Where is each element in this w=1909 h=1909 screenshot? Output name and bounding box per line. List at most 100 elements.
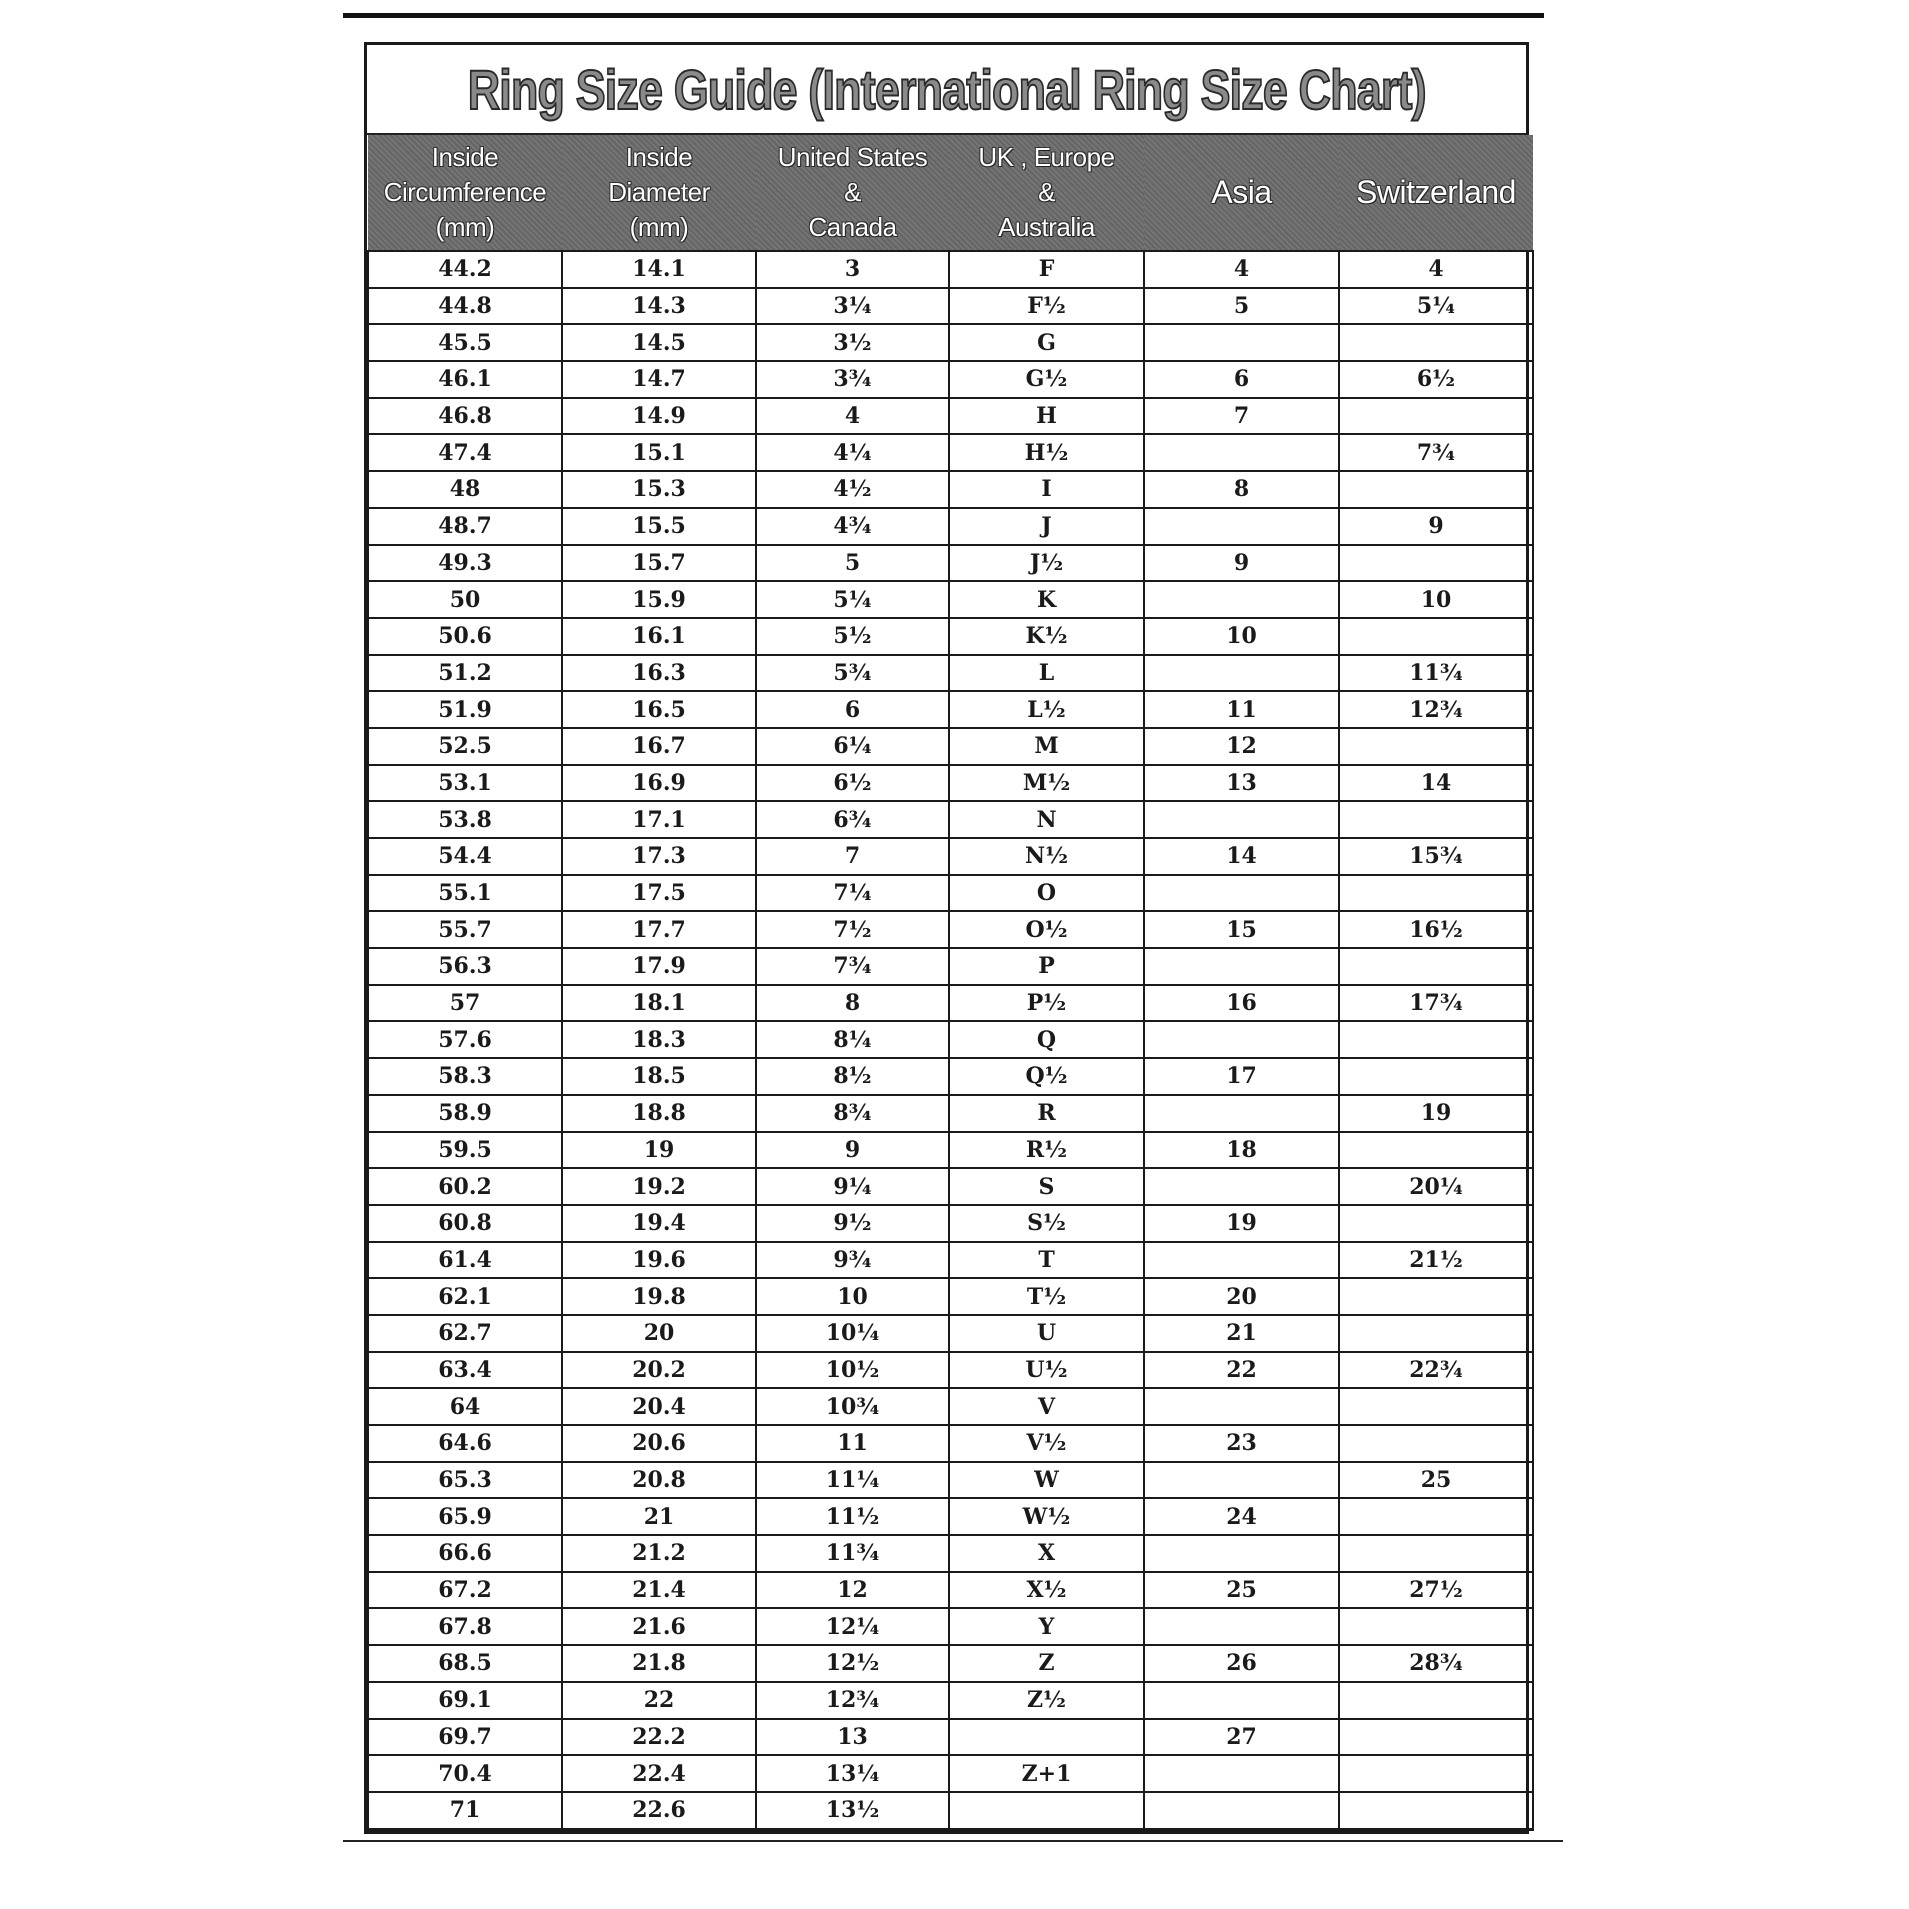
cell-uk-europe-australia: L½ <box>948 690 1145 729</box>
cell-switzerland <box>1338 396 1534 436</box>
cell-diameter: 20.2 <box>561 1350 757 1390</box>
cell-circumference: 48 <box>367 470 563 509</box>
cell-us-canada: 4 <box>755 396 950 436</box>
cell-circumference: 51.2 <box>367 653 563 693</box>
cell-uk-europe-australia: G½ <box>948 360 1145 399</box>
table-row: 57 18.1 8 P½ 16 17¾ <box>367 983 1534 1023</box>
cell-us-canada: 10½ <box>755 1350 950 1390</box>
cell-switzerland: 21½ <box>1338 1240 1534 1280</box>
cell-switzerland: 27½ <box>1338 1570 1534 1610</box>
cell-asia: 16 <box>1143 983 1340 1023</box>
cell-diameter: 16.1 <box>561 616 757 656</box>
cell-diameter: 14.1 <box>561 250 757 289</box>
header-line: Canada <box>808 212 897 242</box>
cell-switzerland: 25 <box>1338 1460 1534 1500</box>
cell-circumference: 50 <box>367 580 563 619</box>
table-row: 62.1 19.8 10 T½ 20 <box>367 1277 1534 1316</box>
cell-asia: 18 <box>1143 1130 1340 1170</box>
cell-us-canada: 4½ <box>755 470 950 509</box>
cell-switzerland <box>1338 1057 1534 1096</box>
cell-us-canada: 8 <box>755 983 950 1023</box>
header-line: Inside <box>625 142 693 172</box>
table-row: 71 22.6 13½ <box>367 1790 1534 1831</box>
cell-uk-europe-australia: H½ <box>948 433 1145 473</box>
cell-switzerland <box>1338 1607 1534 1647</box>
cell-diameter: 20 <box>561 1313 757 1353</box>
cell-us-canada: 10 <box>755 1277 950 1316</box>
header-line: Inside <box>431 142 499 172</box>
cell-circumference: 71 <box>367 1790 563 1831</box>
table-row: 51.9 16.5 6 L½ 11 12¾ <box>367 690 1534 729</box>
cell-diameter: 19.8 <box>561 1277 757 1316</box>
cell-diameter: 21.8 <box>561 1644 757 1683</box>
cell-asia <box>1143 1387 1340 1426</box>
table-row: 69.1 22 12¾ Z½ <box>367 1680 1534 1720</box>
size-table: Inside Circumference (mm) Inside Diameter (mm… <box>367 135 1534 1831</box>
cell-switzerland <box>1338 1717 1534 1757</box>
cell-us-canada: 9¾ <box>755 1240 950 1280</box>
cell-circumference: 55.1 <box>367 873 563 913</box>
cell-us-canada: 3¾ <box>755 360 950 399</box>
cell-asia <box>1143 653 1340 693</box>
cell-uk-europe-australia: I <box>948 470 1145 509</box>
cell-circumference: 58.9 <box>367 1093 563 1133</box>
cell-circumference: 69.1 <box>367 1680 563 1720</box>
cell-diameter: 15.5 <box>561 506 757 546</box>
table-row: 55.7 17.7 7½ O½ 15 16½ <box>367 910 1534 950</box>
cell-switzerland <box>1338 543 1534 583</box>
cell-switzerland <box>1338 1130 1534 1170</box>
cell-circumference: 44.8 <box>367 286 563 326</box>
cell-us-canada: 7½ <box>755 910 950 950</box>
cell-circumference: 67.8 <box>367 1607 563 1647</box>
cell-switzerland <box>1338 873 1534 913</box>
cell-circumference: 48.7 <box>367 506 563 546</box>
table-row: 51.2 16.3 5¾ L 11¾ <box>367 653 1534 693</box>
cell-diameter: 21.2 <box>561 1534 757 1573</box>
table-row: 52.5 16.7 6¼ M 12 <box>367 726 1534 766</box>
cell-us-canada: 13½ <box>755 1790 950 1831</box>
cell-switzerland <box>1338 1680 1534 1720</box>
cell-uk-europe-australia: U <box>948 1313 1145 1353</box>
cell-asia <box>1143 1240 1340 1280</box>
cell-circumference: 68.5 <box>367 1644 563 1683</box>
header-line: (mm) <box>435 212 495 242</box>
cell-diameter: 18.1 <box>561 983 757 1023</box>
cell-uk-europe-australia: K½ <box>948 616 1145 656</box>
cell-uk-europe-australia: N½ <box>948 837 1145 876</box>
cell-uk-europe-australia: Z <box>948 1644 1145 1683</box>
column-header-diameter: Inside Diameter (mm) <box>562 135 756 251</box>
table-row: 46.8 14.9 4 H 7 <box>367 396 1534 436</box>
cell-uk-europe-australia: G <box>948 323 1145 363</box>
cell-uk-europe-australia: Q <box>948 1020 1145 1060</box>
cell-uk-europe-australia: R <box>948 1093 1145 1133</box>
cell-uk-europe-australia: T <box>948 1240 1145 1280</box>
cell-us-canada: 9 <box>755 1130 950 1170</box>
cell-circumference: 60.8 <box>367 1203 563 1243</box>
table-row: 53.8 17.1 6¾ N <box>367 800 1534 839</box>
cell-diameter: 22.4 <box>561 1754 757 1793</box>
cell-circumference: 67.2 <box>367 1570 563 1610</box>
cell-us-canada: 9½ <box>755 1203 950 1243</box>
table-row: 44.2 14.1 3 F 4 4 <box>367 250 1534 289</box>
cell-asia: 26 <box>1143 1644 1340 1683</box>
cell-switzerland <box>1338 800 1534 839</box>
cell-asia: 5 <box>1143 286 1340 326</box>
cell-switzerland: 12¾ <box>1338 690 1534 729</box>
cell-diameter: 19.2 <box>561 1167 757 1206</box>
cell-circumference: 54.4 <box>367 837 563 876</box>
table-row: 69.7 22.2 13 27 <box>367 1717 1534 1757</box>
cell-diameter: 20.8 <box>561 1460 757 1500</box>
cell-uk-europe-australia: F½ <box>948 286 1145 326</box>
cell-us-canada: 10¼ <box>755 1313 950 1353</box>
table-row: 62.7 20 10¼ U 21 <box>367 1313 1534 1353</box>
cell-uk-europe-australia: R½ <box>948 1130 1145 1170</box>
cell-us-canada: 4¾ <box>755 506 950 546</box>
cell-uk-europe-australia: T½ <box>948 1277 1145 1316</box>
cell-diameter: 20.6 <box>561 1424 757 1463</box>
cell-diameter: 14.5 <box>561 323 757 363</box>
cell-diameter: 14.9 <box>561 396 757 436</box>
cell-switzerland <box>1338 726 1534 766</box>
cell-circumference: 50.6 <box>367 616 563 656</box>
cell-switzerland: 22¾ <box>1338 1350 1534 1390</box>
cell-us-canada: 6¼ <box>755 726 950 766</box>
